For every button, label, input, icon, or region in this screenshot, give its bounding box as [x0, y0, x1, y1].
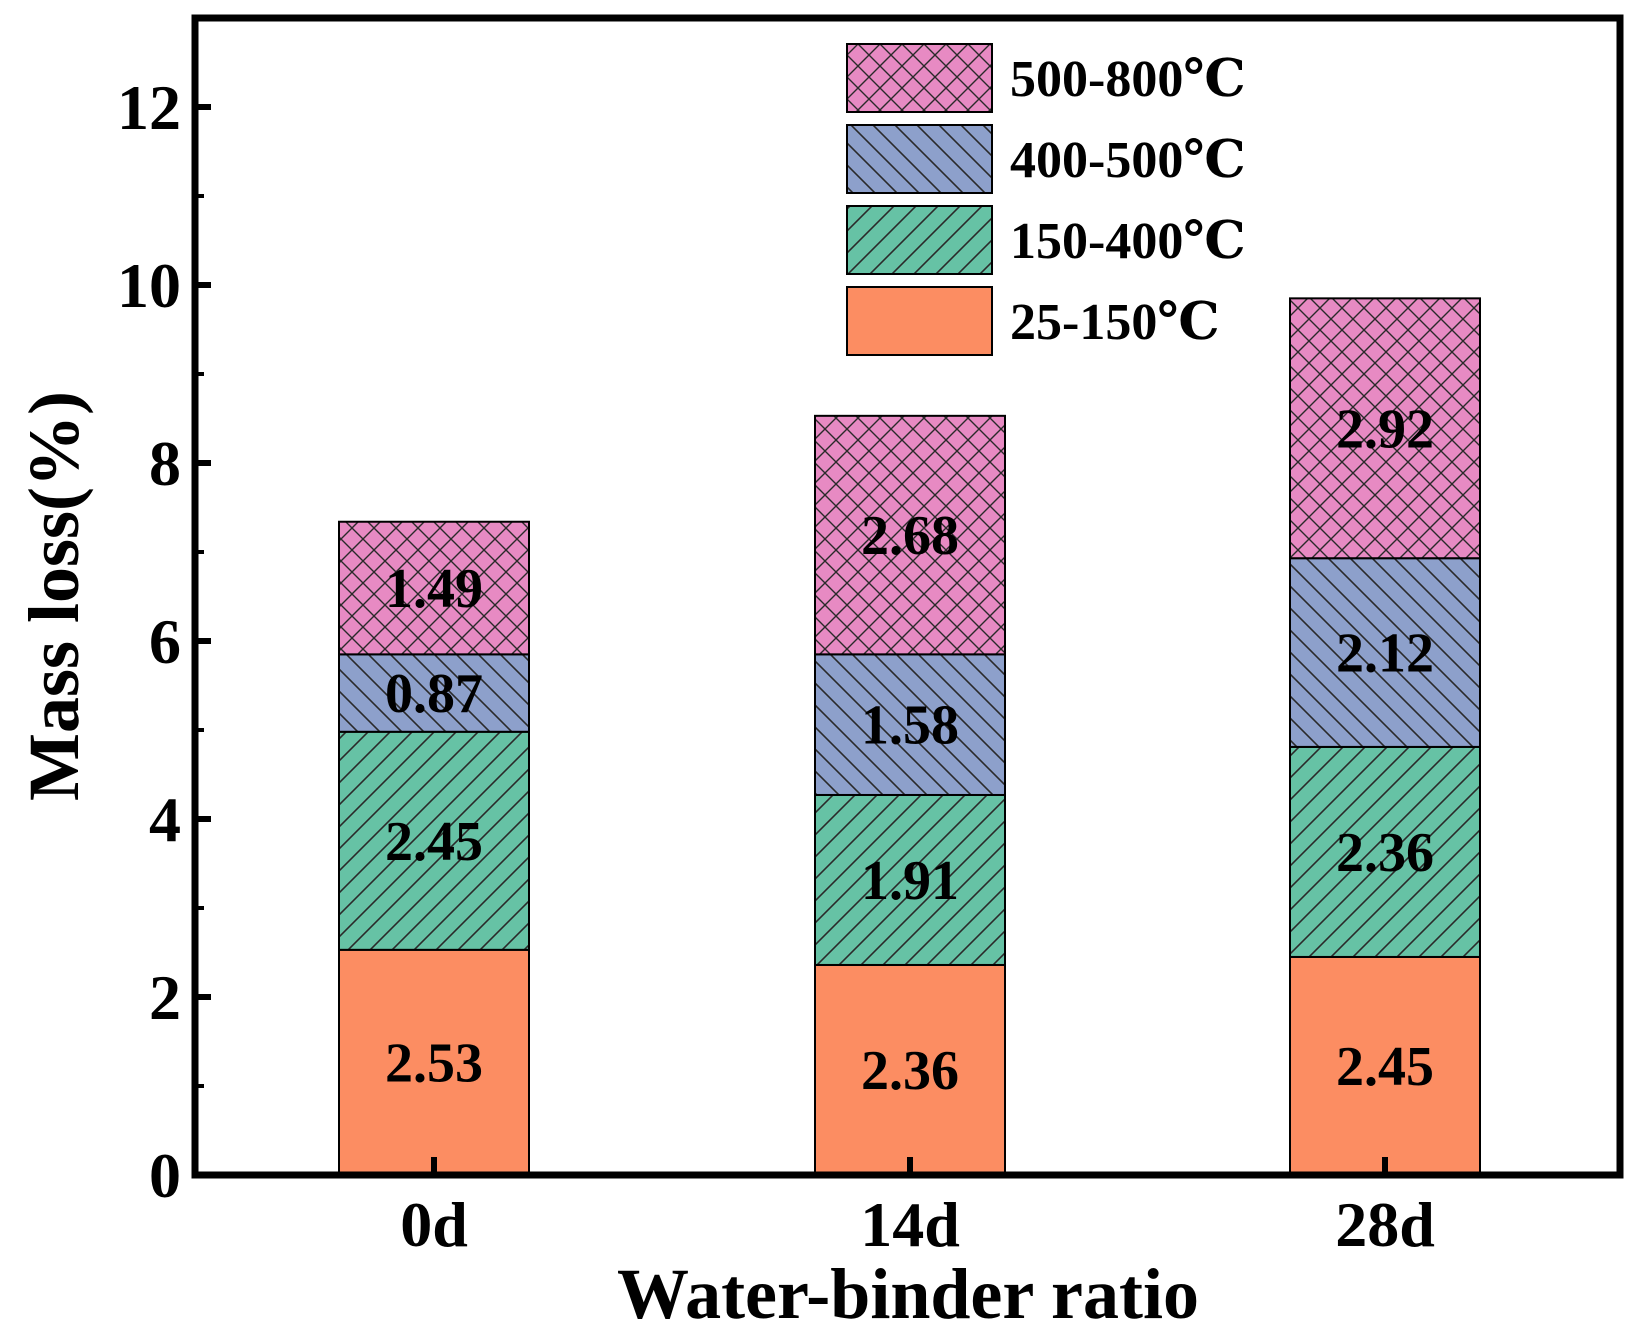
legend-label-25-150: 25-150℃ — [1010, 294, 1220, 351]
legend-label-500-800: 500-800℃ — [1010, 51, 1246, 108]
y-tick-label: 6 — [149, 606, 181, 677]
legend-swatch-400-500-outline — [846, 124, 993, 194]
legend-swatch-150-400-outline — [846, 205, 993, 275]
legend-swatch-25-150 — [847, 287, 992, 355]
y-tick-label: 10 — [117, 250, 181, 321]
legend: 500-800℃ 400-500℃ 150-400℃ 25-150℃ — [846, 43, 1246, 356]
legend-swatch-25-150-outline — [846, 286, 993, 356]
data-label-14d-500-800: 2.68 — [861, 505, 959, 567]
bar-0d-500-800-hatch — [339, 521, 529, 655]
bar-14d-500-800-hatch — [815, 415, 1005, 655]
data-label-0d-500-800: 1.49 — [385, 558, 483, 620]
data-label-28d-400-500: 2.12 — [1336, 623, 1434, 685]
legend-label-150-400: 150-400℃ — [1010, 213, 1246, 270]
legend-swatch-150-400-hatch — [847, 206, 992, 274]
bar-14d-150-400-hatch — [815, 794, 1005, 965]
data-label-28d-500-800: 2.92 — [1336, 398, 1434, 460]
legend-swatch-400-500-hatch — [847, 125, 992, 193]
y-axis: 0 2 4 6 8 10 12 — [117, 16, 211, 1211]
data-label-14d-400-500: 1.58 — [861, 695, 959, 757]
x-axis-title: Water-binder ratio — [617, 1254, 1199, 1334]
data-label-14d-25-150: 2.36 — [861, 1040, 959, 1102]
bar-28d-500-800-outline — [1289, 297, 1481, 560]
data-label-28d-150-400: 2.36 — [1336, 822, 1434, 884]
bar-28d-150-400-hatch — [1290, 746, 1480, 957]
data-labels-group: 2.53 2.45 0.87 1.49 2.36 1.91 1.58 2.68 2.45 2.36… — [385, 398, 1434, 1102]
data-label-28d-25-150: 2.45 — [1336, 1036, 1434, 1098]
bar-0d-500-800-outline — [338, 520, 530, 656]
bar-28d-400-500-hatch — [1290, 558, 1480, 747]
legend-swatch-500-800-outline — [846, 43, 993, 113]
bar-14d-25-150 — [815, 964, 1005, 1175]
y-tick-label: 8 — [149, 428, 181, 499]
x-tick-label-28d: 28d — [1335, 1189, 1435, 1260]
bar-0d-25-150 — [339, 949, 529, 1175]
y-tick-label: 2 — [149, 962, 181, 1033]
bars-group — [338, 297, 1481, 1177]
data-label-14d-150-400: 1.91 — [861, 850, 959, 912]
bar-14d-400-500-hatch — [815, 654, 1005, 795]
bar-28d-25-150 — [1290, 956, 1480, 1175]
bar-14d-500-800-outline — [814, 414, 1006, 656]
bar-28d-500-800-hatch — [1290, 298, 1480, 559]
data-label-0d-150-400: 2.45 — [385, 811, 483, 873]
data-label-0d-400-500: 0.87 — [385, 663, 483, 725]
bar-0d-400-500-hatch — [339, 654, 529, 732]
y-tick-label: 4 — [149, 784, 181, 855]
y-tick-label: 0 — [149, 1140, 181, 1211]
y-axis-title: Mass loss(%) — [14, 391, 94, 801]
y-tick-label: 12 — [117, 72, 181, 143]
x-axis: 0d 14d 28d — [400, 1157, 1435, 1260]
legend-label-400-500: 400-500℃ — [1010, 132, 1246, 189]
bar-0d-150-400-hatch — [339, 731, 529, 950]
legend-swatch-500-800-hatch — [847, 44, 992, 112]
x-tick-label-0d: 0d — [400, 1189, 468, 1260]
x-tick-label-14d: 14d — [860, 1189, 960, 1260]
data-label-0d-25-150: 2.53 — [385, 1032, 483, 1094]
